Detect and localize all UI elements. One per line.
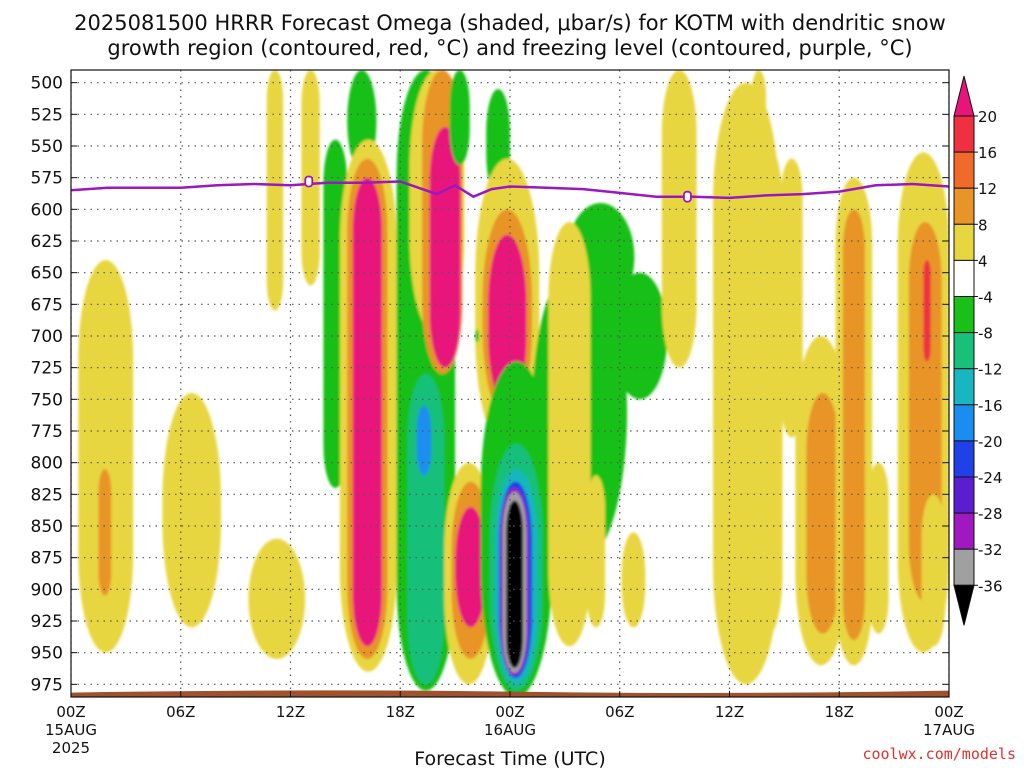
omega-region-2 <box>162 393 221 628</box>
colorbar-bin-7 <box>953 368 975 406</box>
colorbar-label: -32 <box>978 541 1003 559</box>
x-axis-title: Forecast Time (UTC) <box>414 748 605 768</box>
x-tick-date: 17AUG <box>923 721 975 739</box>
colorbar-bin-10 <box>953 476 975 514</box>
y-tick-label: 900 <box>31 580 63 600</box>
colorbar-label: -8 <box>978 325 993 343</box>
x-tick-label: 00Z <box>934 703 963 721</box>
y-axis: 500 525 550 575 600 625 650 675 700 725 750 775 800 8… <box>31 74 949 695</box>
omega-region-4 <box>266 70 284 311</box>
omega-region-56 <box>475 329 479 343</box>
chart-title-line1: 2025081500 HRRR Forecast Omega (shaded, … <box>74 11 946 35</box>
omega-region-45 <box>751 70 767 184</box>
x-tick-label: 12Z <box>276 703 305 721</box>
y-tick-label: 775 <box>31 422 63 442</box>
y-tick-label: 500 <box>31 74 63 94</box>
y-tick-label: 925 <box>31 612 63 632</box>
y-tick-label: 950 <box>31 644 63 664</box>
y-tick-label: 650 <box>31 264 63 284</box>
credit-text: coolwx.com/models <box>862 745 1016 763</box>
colorbar-bin-12 <box>953 548 975 586</box>
colorbar-bin-9 <box>953 440 975 478</box>
omega-region-43 <box>745 139 783 640</box>
colorbar-bin-6 <box>953 332 975 370</box>
colorbar-label: 16 <box>978 144 997 162</box>
omega-region-36 <box>548 222 591 647</box>
colorbar-label: 4 <box>978 252 988 270</box>
y-tick-label: 975 <box>31 675 63 695</box>
colorbar-top-arrow <box>953 75 975 117</box>
x-tick-date: 15AUG <box>45 721 97 739</box>
omega-region-31 <box>506 500 523 668</box>
x-tick-label: 00Z <box>495 703 524 721</box>
x-tick-label: 12Z <box>715 703 744 721</box>
colorbar-label: -16 <box>978 397 1003 415</box>
omega-region-39 <box>661 70 697 368</box>
colorbar-legend: 20 16 12 8 4 -4 -8 -12 -16 -20 -24 -28 -32 -36 <box>953 75 1003 626</box>
plot-area <box>71 70 949 697</box>
colorbar-bottom-arrow <box>953 584 975 626</box>
colorbar-bin-1 <box>953 151 975 189</box>
x-tick-label: 06Z <box>166 703 195 721</box>
colorbar-bin-4 <box>953 259 975 297</box>
y-tick-label: 550 <box>31 137 63 157</box>
colorbar-bin-0 <box>953 115 975 153</box>
x-tick-label: 18Z <box>825 703 854 721</box>
y-tick-label: 625 <box>31 232 63 252</box>
omega-region-1 <box>98 469 112 596</box>
omega-region-20 <box>449 70 470 165</box>
omega-region-49 <box>842 209 865 641</box>
y-tick-label: 875 <box>31 549 63 569</box>
omega-region-16 <box>429 127 461 368</box>
omega-region-35 <box>612 272 668 400</box>
colorbar-bin-2 <box>953 187 975 225</box>
freezing-label-marker-0 <box>304 175 314 188</box>
colorbar-label: -24 <box>978 469 1003 487</box>
omega-region-10 <box>352 177 382 647</box>
colorbar-label: -4 <box>978 289 993 307</box>
y-tick-label: 825 <box>31 485 63 505</box>
omega-region-13 <box>416 405 432 476</box>
y-tick-label: 725 <box>31 359 63 379</box>
chart-title-line2: growth region (contoured, red, °C) and f… <box>107 36 912 60</box>
omega-region-55 <box>923 260 931 362</box>
colorbar-label: -12 <box>978 361 1003 379</box>
omega-region-19 <box>455 507 487 628</box>
colorbar-label: 12 <box>978 180 997 198</box>
colorbar-bin-5 <box>953 296 975 334</box>
colorbar-label: -36 <box>978 577 1003 595</box>
omega-region-47 <box>806 393 840 634</box>
omega-region-54 <box>921 494 946 647</box>
colorbar-bin-8 <box>953 404 975 442</box>
omega-region-12 <box>407 374 445 685</box>
omega-region-3 <box>248 538 306 659</box>
x-tick-year: 2025 <box>52 739 90 757</box>
freezing-label-marker-1 <box>683 190 692 203</box>
colorbar-bin-11 <box>953 512 975 550</box>
y-tick-label: 750 <box>31 390 63 410</box>
y-tick-label: 700 <box>31 327 63 347</box>
y-tick-label: 600 <box>31 200 63 220</box>
x-tick-date: 16AUG <box>484 721 536 739</box>
omega-region-0 <box>78 260 134 653</box>
colorbar-label: -28 <box>978 505 1003 523</box>
x-tick-label: 18Z <box>386 703 415 721</box>
omega-region-51 <box>868 462 889 634</box>
x-tick-label: 00Z <box>56 703 85 721</box>
omega-region-38 <box>621 532 646 628</box>
omega-region-37 <box>586 475 606 628</box>
colorbar-label: -20 <box>978 433 1003 451</box>
colorbar-bin-3 <box>953 223 975 261</box>
y-tick-label: 675 <box>31 295 63 315</box>
y-tick-label: 525 <box>31 105 63 125</box>
y-tick-label: 850 <box>31 517 63 537</box>
colorbar-label: 20 <box>978 108 997 126</box>
y-tick-label: 800 <box>31 454 63 474</box>
colorbar-label: 8 <box>978 216 988 234</box>
x-tick-label: 06Z <box>605 703 634 721</box>
freezing-level-line <box>71 180 949 200</box>
y-tick-label: 575 <box>31 169 63 189</box>
